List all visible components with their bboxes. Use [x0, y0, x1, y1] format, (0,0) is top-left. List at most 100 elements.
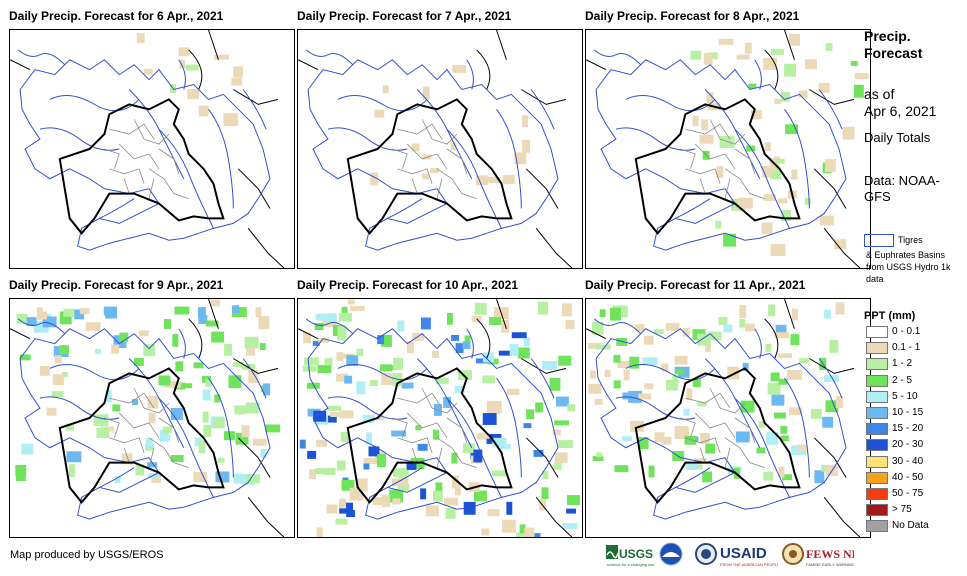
province-boundary [709, 119, 746, 145]
province-boundary [158, 417, 180, 443]
province-boundary [397, 392, 443, 409]
basin-description: & Euphrates Basins from USGS Hydro 1k da… [866, 250, 951, 284]
precip-cell [425, 505, 439, 517]
precip-cells [299, 299, 580, 537]
precip-cell [317, 365, 332, 374]
basin-boundary [530, 358, 555, 399]
basin-boundary [327, 127, 408, 151]
precip-cell [197, 307, 206, 318]
precip-cell [515, 532, 528, 537]
legend-swatch [866, 520, 888, 533]
precip-cell [642, 357, 658, 366]
precip-cell [552, 429, 561, 436]
legend-label: 20 - 30 [892, 439, 924, 451]
basin-boundary [754, 328, 762, 359]
precip-cell [541, 487, 549, 500]
basin-boundary [496, 378, 522, 478]
precip-cell [519, 524, 526, 534]
province-boundary [709, 388, 746, 414]
precip-cell [198, 315, 208, 324]
precip-cell [54, 355, 62, 364]
precip-cell [323, 467, 336, 475]
precip-cell [517, 347, 530, 359]
precip-cell [133, 358, 144, 366]
precip-cell [61, 372, 68, 378]
precip-cell [95, 348, 102, 354]
precip-cell [482, 375, 496, 384]
precip-cell [454, 484, 461, 496]
precip-cell [121, 453, 133, 465]
legend-swatch [866, 326, 888, 338]
precip-cell [628, 390, 643, 403]
country-border [233, 358, 279, 374]
basin-boundary [178, 328, 186, 359]
forecast-panel-apr-9: Daily Precip. Forecast for 9 Apr., 2021 [9, 278, 295, 540]
precip-cell [339, 498, 347, 509]
precip-cell [432, 429, 439, 440]
country-border [784, 30, 795, 60]
precip-cell [349, 305, 365, 311]
precip-cell [501, 519, 516, 533]
precip-cell [170, 407, 183, 420]
precip-cells [136, 33, 244, 127]
precip-cell [514, 152, 527, 165]
precip-cell [693, 458, 707, 464]
legend-swatch [866, 488, 888, 500]
precip-cell [609, 307, 621, 321]
province-boundary [133, 119, 170, 145]
precip-cell [451, 475, 459, 489]
precip-cell [314, 468, 328, 475]
precip-cell [429, 168, 439, 173]
precip-map [9, 29, 295, 269]
precip-cell [771, 394, 785, 406]
basin-boundary [49, 363, 140, 381]
province-boundary [446, 148, 468, 174]
basin-boundary [784, 378, 810, 478]
province-boundary [109, 123, 155, 140]
precip-cell [708, 331, 722, 341]
country-border [298, 59, 319, 71]
basin-boundary [446, 397, 502, 498]
precip-cell [232, 307, 247, 318]
precip-cell [562, 523, 578, 530]
precip-cell [821, 464, 831, 472]
precip-cell [589, 370, 596, 379]
basin-boundary [704, 358, 761, 448]
precip-cell [234, 405, 247, 415]
precip-cell [193, 472, 208, 482]
precip-cell [303, 357, 319, 366]
province-boundary [406, 412, 448, 439]
precip-cell [653, 329, 664, 335]
precip-cell [372, 497, 383, 506]
precip-cell [231, 77, 243, 86]
basin-boundary [99, 467, 135, 488]
precip-cell [325, 415, 337, 423]
precip-cell [19, 354, 31, 361]
iraq-border [634, 98, 801, 235]
precip-cell [96, 427, 110, 438]
precip-cell [588, 383, 602, 394]
precip-cell [260, 448, 267, 458]
precip-cell [798, 90, 808, 98]
precip-cell [780, 210, 791, 221]
province-boundary [148, 437, 189, 468]
basin-boundary [178, 59, 186, 90]
precip-cell [696, 333, 710, 346]
svg-text:USAID: USAID [720, 545, 767, 562]
precip-cell [616, 337, 628, 346]
forecast-panel-apr-7: Daily Precip. Forecast for 7 Apr., 2021 [297, 9, 583, 271]
precip-cell [349, 487, 364, 501]
iraq-border [634, 367, 801, 504]
precip-cell [242, 364, 256, 371]
precip-cell [638, 437, 649, 450]
precip-cell [314, 323, 324, 331]
precip-cell [462, 341, 471, 350]
precip-cell [738, 197, 753, 209]
country-border [237, 437, 271, 478]
precip-cell [415, 425, 422, 431]
basin-boundary [19, 328, 271, 520]
precip-cell [223, 113, 239, 127]
precip-cell [339, 410, 354, 419]
precip-cell [774, 98, 782, 104]
precip-cell [756, 447, 766, 454]
